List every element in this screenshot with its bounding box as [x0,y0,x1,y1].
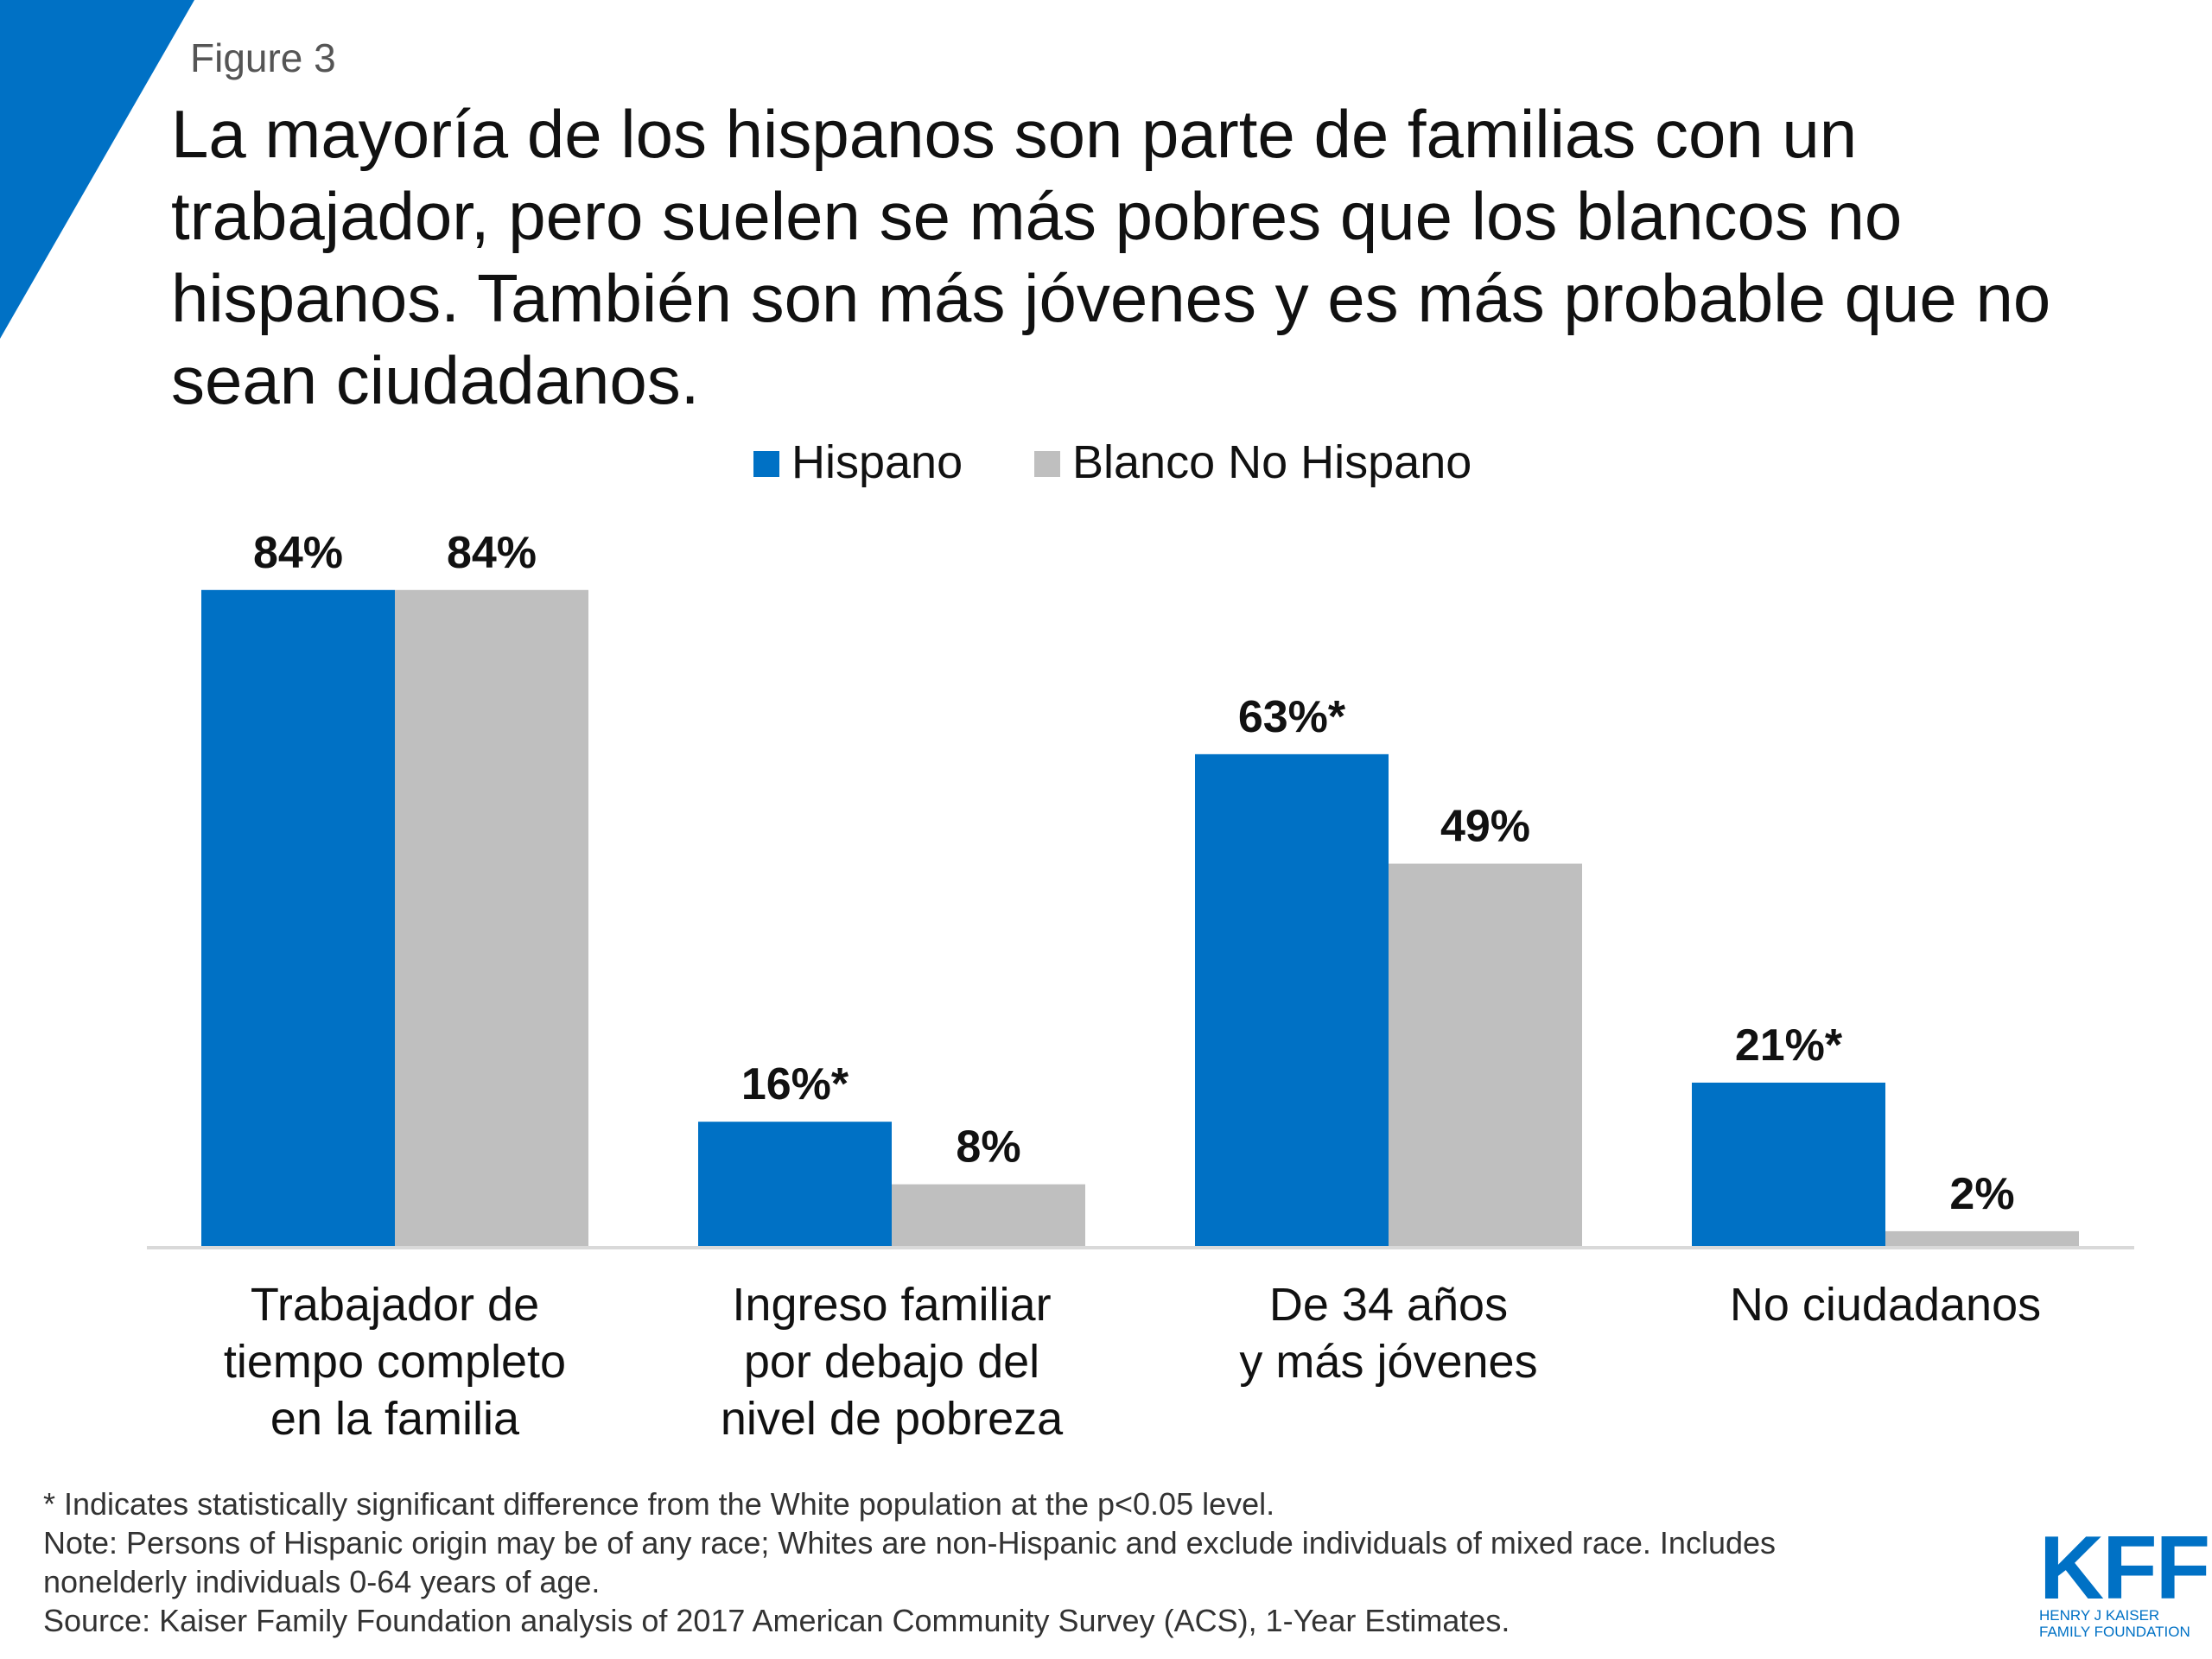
bar-hispano-3 [1692,1082,1885,1247]
category-label-line: Trabajador de [251,1279,539,1331]
category-label-line: y más jóvenes [1239,1336,1537,1388]
bar-blanco-2 [1389,863,1582,1247]
data-label-blanco-0: 84% [447,528,537,578]
data-label-blanco-2: 49% [1440,802,1530,852]
data-label-hispano-0: 84% [253,528,343,578]
kff-logo-sub-line: HENRY J KAISER [2039,1607,2160,1624]
figure-label: Figure 3 [190,35,336,80]
bar-blanco-0 [395,589,588,1247]
footnote-significance: * Indicates statistically significant di… [43,1486,1275,1522]
category-label-line: por debajo del [744,1336,1039,1388]
category-label-line: en la familia [270,1393,520,1445]
bar-hispano-0 [201,589,395,1247]
title-line: hispanos. También son más jóvenes y es m… [171,260,2051,336]
corner-accent-triangle [0,0,194,339]
category-label-line: nivel de pobreza [721,1393,1064,1445]
kff-logo: KFF HENRY J KAISER FAMILY FOUNDATION [2039,1518,2210,1640]
kff-logo-subtitle: HENRY J KAISER FAMILY FOUNDATION [2039,1607,2195,1640]
title-line: trabajador, pero suelen se más pobres qu… [171,178,1903,254]
bar-blanco-3 [1885,1230,2079,1247]
category-label-line: tiempo completo [224,1336,566,1388]
footnote-note: Note: Persons of Hispanic origin may be … [43,1525,1777,1560]
legend-label-blanco: Blanco No Hispano [1072,436,1471,488]
legend-swatch-blanco [1034,451,1060,477]
footnotes: * Indicates statistically significant di… [43,1484,1987,1640]
data-label-hispano-3: 21%* [1735,1020,1843,1071]
category-label-line: No ciudadanos [1730,1279,2041,1331]
data-label-hispano-2: 63%* [1238,692,1346,742]
title-line: sean ciudadanos. [171,342,700,418]
data-label-hispano-1: 16%* [741,1059,849,1109]
category-label-line: Ingreso familiar [732,1279,1051,1331]
data-label-blanco-3: 2% [1949,1169,2014,1219]
title-line: La mayoría de los hispanos son parte de … [171,96,1858,172]
bar-hispano-1 [698,1122,892,1247]
footnote-source: Source: Kaiser Family Foundation analysi… [43,1603,1510,1638]
chart-title: La mayoría de los hispanos son parte de … [171,93,2158,422]
legend-swatch-hispano [753,451,779,477]
category-label-line: De 34 años [1269,1279,1508,1331]
footnote-note-cont: nonelderly individuals 0-64 years of age… [43,1564,601,1599]
kff-logo-word: KFF [2039,1518,2210,1618]
kff-logo-sub-line: FAMILY FOUNDATION [2039,1624,2190,1640]
data-label-blanco-1: 8% [956,1122,1020,1173]
legend-label-hispano: Hispano [791,436,963,488]
bar-blanco-1 [892,1184,1085,1247]
bar-hispano-2 [1195,753,1389,1247]
